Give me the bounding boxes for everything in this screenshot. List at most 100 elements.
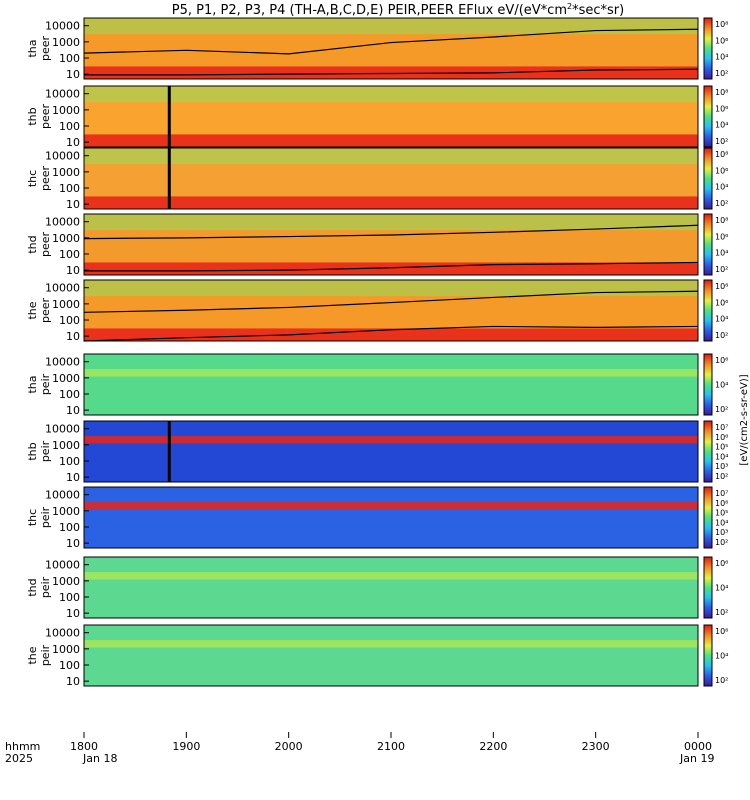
colorbar-tick-label: 10⁸ [715,216,728,225]
colorbar-tick-label: 10⁶ [715,433,728,442]
colorbar-tha_peer [703,17,713,80]
y-tick-label: 10000 [45,423,80,436]
y-tick-label: 1000 [52,643,80,656]
panel-label-species: peer [39,36,52,62]
ion-peak-band [84,369,698,377]
data-gap-marker [167,148,171,209]
colorbar-thc_peir [703,486,713,549]
colorbar-tick-label: 10⁶ [715,627,728,636]
colorbar-thb_peer [703,85,713,148]
low-flux-band [84,214,698,231]
colorbar-tick-label: 10⁸ [715,20,728,29]
panel-frame [83,213,699,276]
spectrogram-tha_peir [84,354,698,415]
colorbar-tick-label: 10⁶ [715,232,728,241]
panel-tha_peir: 10 100 1000 10000 tha peir 10² 10⁴ 10⁶ [26,353,728,417]
colorbar-tick-label: 10⁴ [715,518,728,527]
panel-label-species: peir [39,644,52,666]
colorbar-the_peir [703,624,713,687]
y-tick-label: 1000 [52,575,80,588]
panel-label-species: peir [39,506,52,528]
y-tick-label: 10 [66,404,80,417]
colorbar-tick-label: 10⁴ [715,53,728,62]
y-tick-label: 10 [66,471,80,484]
colorbar-tick-label: 10³ [715,528,728,537]
y-tick-label: 100 [59,591,80,604]
y-tick-label: 10 [66,264,80,277]
flux-boundary-line [83,28,699,55]
y-tick-label: 10000 [45,150,80,163]
panel-label-species: peer [39,232,52,258]
low-flux-band [84,280,698,297]
colorbar-tick-label: 10² [715,405,728,414]
panel-label-probe: thb [26,442,39,460]
y-tick-label: 1000 [52,104,80,117]
panel-label-probe: tha [26,375,39,393]
y-tick-label: 10000 [45,559,80,572]
y-tick-label: 100 [59,120,80,133]
x-axis-date-label-end: Jan 19 [679,752,714,765]
colorbar-thd_peer [703,213,713,276]
x-axis-date-label-start: Jan 18 [82,752,117,765]
ion-peak-band [84,436,698,444]
data-gap-marker [167,421,171,482]
x-axis-row-label-hhmm: hhmm [5,740,40,753]
panel-frame [83,147,699,210]
x-tick-label: 1900 [172,740,200,753]
y-tick-label: 1000 [52,232,80,245]
colorbar-tick-label: 10⁵ [715,443,728,452]
panel-frame [83,624,699,687]
panel-thb_peer: 10 100 1000 10000 thb peer 10² 10⁴ 10⁶ 10⁸ [26,85,728,149]
y-tick-label: 10 [66,136,80,149]
high-flux-band [84,196,698,209]
y-tick-label: 100 [59,521,80,534]
y-tick-label: 10 [66,198,80,211]
colorbar-thc_peer [703,147,713,210]
y-tick-label: 100 [59,388,80,401]
ion-peak-band [84,640,698,648]
spectrogram-thc_peir [84,487,698,548]
panel-the_peir: 10 100 1000 10000 the peir 10² 10⁴ 10⁶ [26,624,728,688]
panel-label-probe: thd [26,235,39,253]
y-tick-label: 10 [66,607,80,620]
colorbar-the_peer [703,279,713,342]
high-flux-band [84,262,698,275]
colorbar-tick-label: 10⁶ [715,499,728,508]
y-tick-label: 100 [59,455,80,468]
spectrogram-thb_peir [84,421,698,482]
y-tick-label: 100 [59,248,80,261]
colorbar-tick-label: 10⁶ [715,104,728,113]
colorbar-tick-label: 10⁸ [715,150,728,159]
colorbar-tha_peir [703,353,713,416]
y-tick-label: 10 [66,675,80,688]
panel-frame [83,279,699,342]
panel-label-species: peir [39,373,52,395]
x-tick-label: 0000 [684,740,712,753]
chart-title: P5, P1, P2, P3, P4 (TH-A,B,C,D,E) PEIR,P… [172,2,624,18]
colorbar-tick-label: 10⁷ [715,489,728,498]
colorbar-thd_peir [703,556,713,619]
panel-tha_peer: 10 100 1000 10000 tha peer 10² 10⁴ 10⁶ 10⁸ [26,17,728,81]
colorbar-tick-label: 10⁶ [715,298,728,307]
panel-label-probe: tha [26,39,39,57]
colorbar-tick-label: 10² [715,472,728,481]
high-flux-band [84,328,698,341]
y-tick-label: 100 [59,52,80,65]
panel-label-species: peir [39,440,52,462]
y-tick-label: 10 [66,537,80,550]
panel-thd_peer: 10 100 1000 10000 thd peer 10² 10⁴ 10⁶ 10⁸ [26,213,728,277]
panel-frame [83,486,699,549]
ion-peak-band [84,502,698,510]
panel-frame [83,556,699,619]
y-tick-label: 1000 [52,439,80,452]
colorbar-tick-label: 10² [715,137,728,146]
y-tick-label: 1000 [52,298,80,311]
y-tick-label: 10000 [45,489,80,502]
y-tick-label: 10000 [45,356,80,369]
x-tick-label: 2000 [275,740,303,753]
flux-boundary-line [83,224,699,240]
spectrogram-the_peir [84,625,698,686]
